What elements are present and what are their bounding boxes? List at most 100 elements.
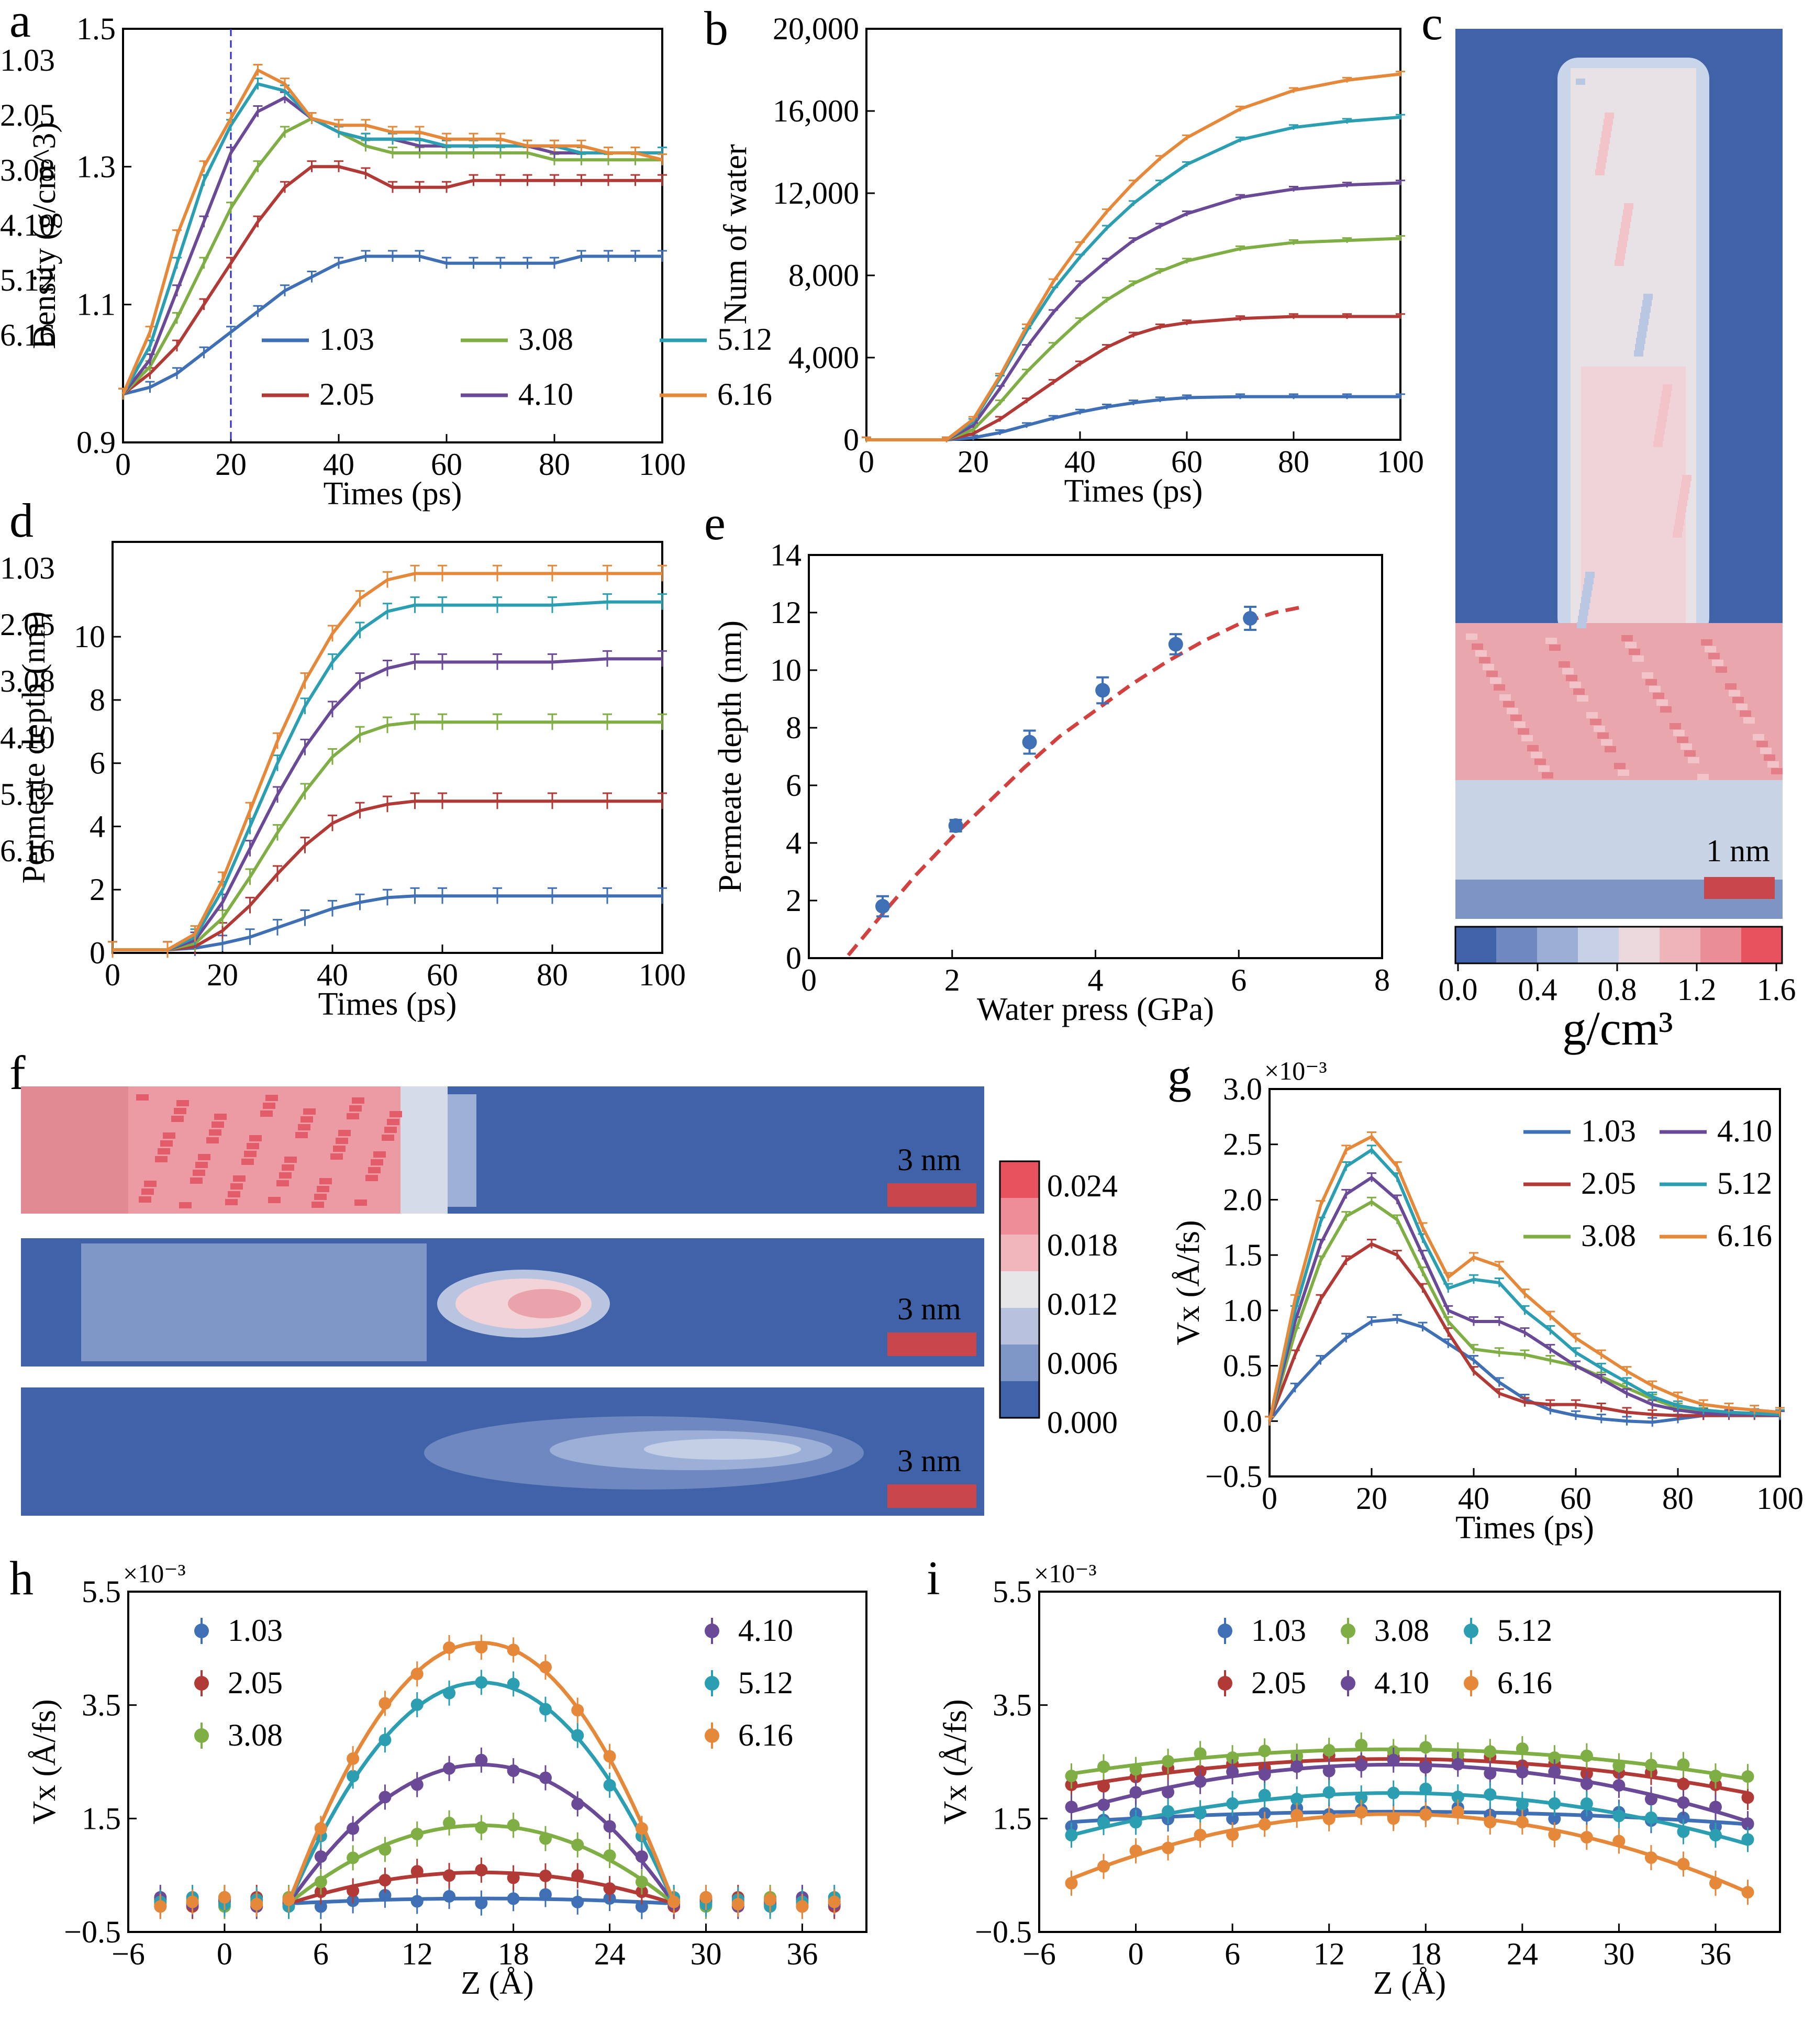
legend-label-3.08: 3.08 [518,322,573,357]
x-tick-label: 12 [402,1937,433,1971]
density-speckle [1621,222,1630,228]
data-point-6.16 [1741,1886,1754,1899]
colorbar-cell [1000,1345,1039,1381]
density-speckle [282,1164,294,1171]
data-point-3.08 [1129,1763,1142,1776]
colorbar-cell [1000,1271,1039,1308]
density-speckle [1679,494,1688,500]
scale-bar-label-1: 3 nm [897,1292,961,1326]
data-point-6.16 [1129,1845,1142,1858]
density-speckle [1629,649,1640,655]
scale-bar-label: 1 nm [1706,834,1770,868]
density-speckle [244,1151,257,1157]
density-speckle [1740,710,1751,717]
data-point-5.12 [1355,1792,1368,1805]
density-speckle [1549,645,1561,651]
density-speckle [1760,748,1772,754]
data-point-5.12 [1644,1811,1657,1824]
density-speckle [354,1199,367,1206]
density-speckle [1599,144,1609,150]
y-axis-label: Permeate depth (nm) [713,620,748,893]
density-speckle [1736,704,1748,710]
scale-bar-1 [887,1332,976,1356]
data-point-1.03 [635,1900,648,1913]
y-tick-label: 5.5 [993,1574,1032,1609]
density-speckle [163,1132,175,1139]
panel-i-letter: i [927,1551,940,1605]
legend-label-2.05: 2.05 [0,98,55,132]
data-point-5.12 [1709,1829,1722,1842]
density-speckle [311,1202,324,1208]
data-point-4.10 [1644,1793,1657,1806]
data-point-4.10 [1322,1764,1336,1778]
density-speckle [230,1183,243,1190]
data-point-2.05 [475,1863,488,1876]
channel-lower-fill [1581,366,1686,639]
density-speckle [1570,682,1581,688]
y-tick-label: 1.3 [76,149,116,184]
data-point-6.16 [1194,1828,1207,1841]
x-axis-label: Times (ps) [318,986,457,1022]
plot-frame [122,28,663,443]
density-speckle [1594,726,1605,732]
colorbar-tick-label: 0.006 [1047,1346,1118,1381]
density-speckle [1684,750,1696,757]
data-point-6.16 [1258,1818,1271,1831]
x-tick-label: 40 [323,447,354,482]
y-tick-label: 6 [90,746,105,781]
y-axis-label: Vx (Å/fs) [27,1699,62,1824]
data-point-4.10 [571,1797,584,1810]
data-point-4 [1168,637,1183,652]
map2-peak [508,1289,581,1318]
panel-e-letter: e [704,496,726,550]
data-point-5.12 [410,1698,424,1711]
density-speckle [1602,125,1612,131]
density-speckle [1538,765,1550,772]
legend-label-6.16: 6.16 [0,834,55,868]
data-point-4.10 [379,1791,392,1804]
series-line-3.08 [113,720,662,951]
density-speckle [158,1148,170,1154]
density-speckle [1597,157,1607,163]
x-axis-label: Z (Å) [1373,1965,1446,2001]
density-speckle [198,1154,210,1160]
data-point-1.03 [410,1895,424,1908]
density-speckle [179,1202,192,1208]
data-point-3.08 [1516,1742,1529,1755]
data-point-4.10 [1484,1767,1497,1780]
density-speckle [193,1170,205,1176]
density-speckle [330,1153,343,1160]
density-speckle [1660,403,1669,409]
legend-marker-6.16 [1464,1676,1478,1691]
legend-label-2.05: 2.05 [228,1665,283,1700]
density-speckle [338,1130,351,1136]
colorbar-cell [1496,927,1537,963]
density-speckle [1521,735,1533,741]
y-tick-label: 1.5 [993,1801,1032,1836]
data-point-2.05 [443,1869,456,1882]
density-speckle [349,1105,362,1112]
fit-curve-5.12 [1071,1791,1749,1846]
y-tick-label: 2 [786,883,802,918]
density-speckle [1576,79,1585,85]
density-speckle [1636,338,1645,344]
x-tick-label: 100 [1756,1481,1804,1516]
density-speckle [174,1108,186,1114]
x-tick-label: 60 [1171,445,1203,479]
legend-label-3.08: 3.08 [1374,1613,1429,1648]
density-speckle [241,1159,254,1165]
data-point-4.10 [507,1764,520,1778]
series-line-1.03 [113,894,662,951]
map1-front [400,1086,448,1214]
density-speckle [352,1097,364,1104]
y-tick-label: 2.5 [1223,1127,1262,1162]
density-speckle [1620,228,1629,235]
y-tick-label: 5.5 [82,1574,121,1609]
density-speckle [1659,409,1668,416]
data-point-0 [875,899,890,914]
data-point-6.16 [1162,1841,1175,1854]
data-point-2.05 [507,1871,520,1884]
density-speckle [1661,397,1670,403]
x-axis-label: Times (ps) [1064,473,1203,509]
